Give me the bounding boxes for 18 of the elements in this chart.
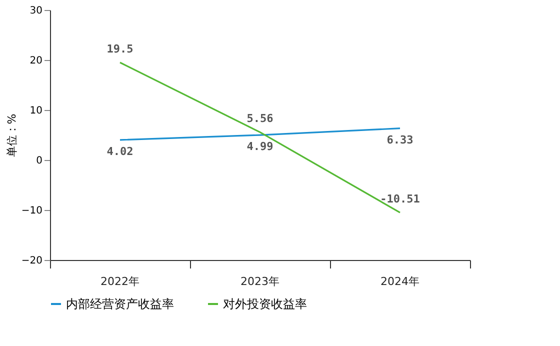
data-label: 4.02 [106, 144, 134, 158]
y-tick-label: −10 [21, 206, 42, 216]
data-label: 6.33 [386, 133, 414, 146]
y-tick-label: 20 [30, 56, 42, 66]
x-tick-label: 2022年 [100, 275, 140, 288]
y-axis-title: 单位：% [5, 114, 18, 158]
legend-label: 对外投资收益率 [223, 297, 307, 311]
y-tick-label: −20 [21, 256, 42, 266]
x-tick-label: 2024年 [380, 275, 420, 288]
data-label: 19.5 [106, 42, 134, 56]
legend-label: 内部经营资产收益率 [66, 297, 174, 311]
x-tick-label: 2023年 [240, 275, 280, 288]
y-tick-label: 0 [36, 156, 42, 166]
y-tick-label: 30 [30, 6, 42, 16]
data-label: 4.99 [246, 140, 274, 154]
data-label: -10.51 [380, 192, 420, 206]
y-tick-label: 10 [30, 106, 42, 116]
data-label: 5.56 [246, 112, 274, 126]
